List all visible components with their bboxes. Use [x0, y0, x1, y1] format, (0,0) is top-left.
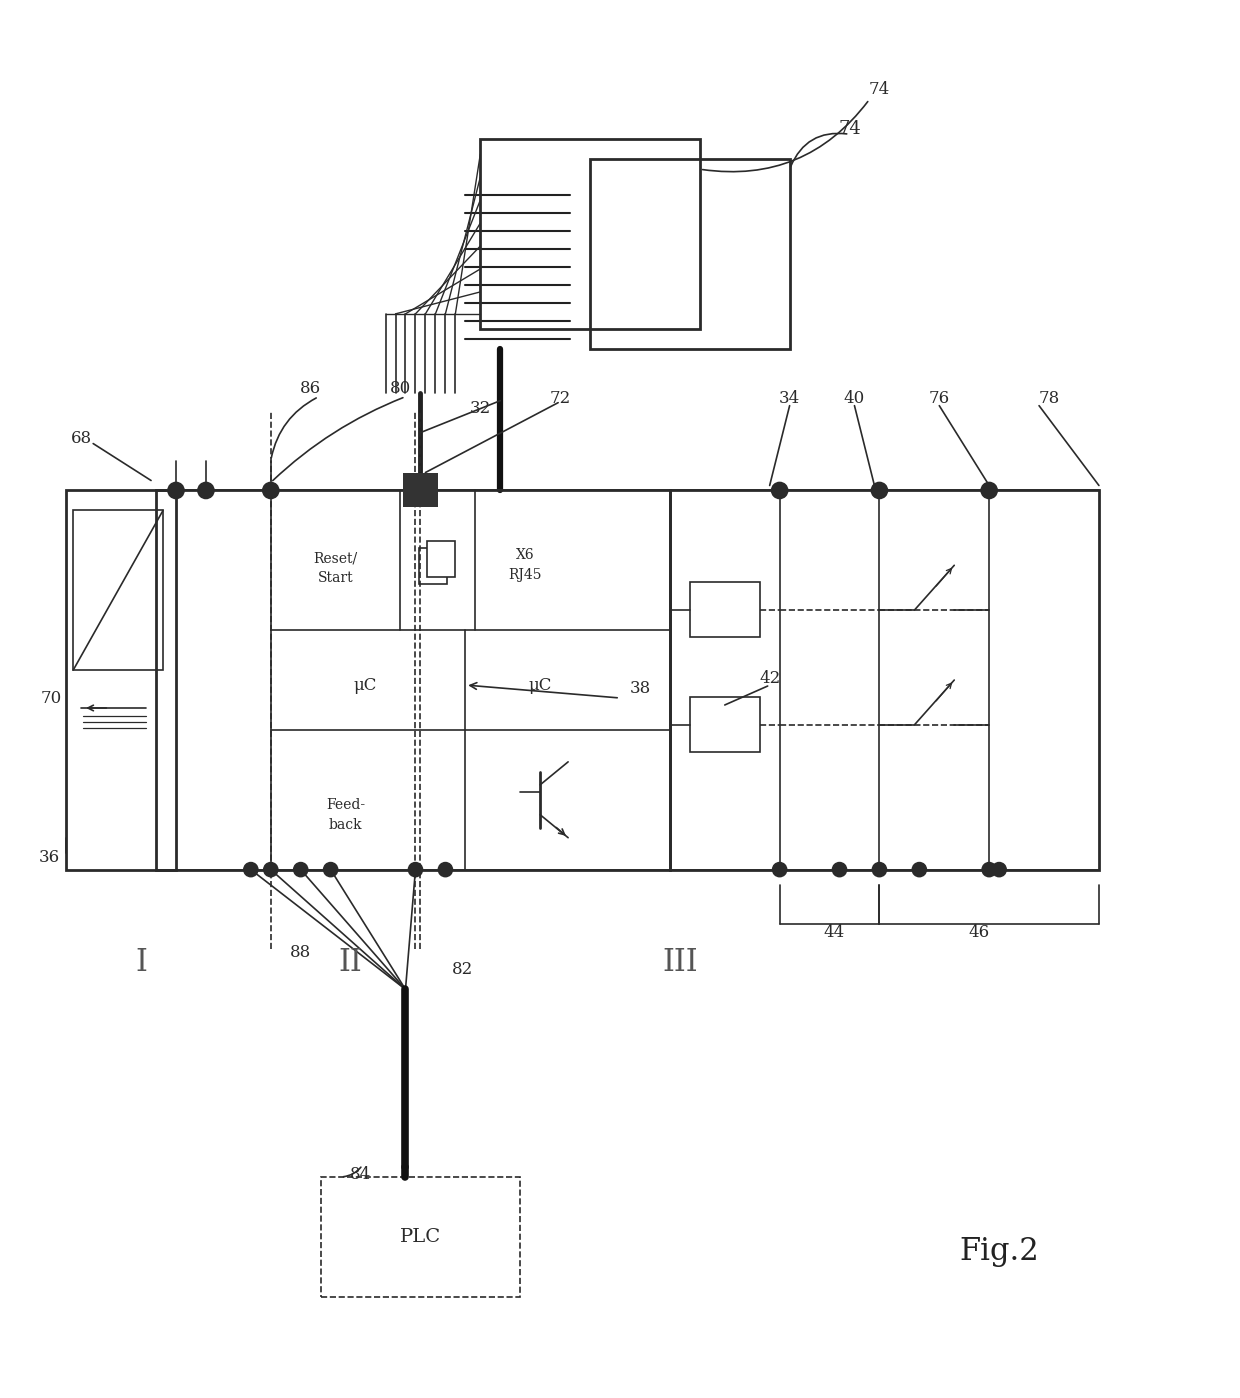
Text: Fig.2: Fig.2 — [960, 1236, 1039, 1267]
Text: 40: 40 — [844, 390, 866, 407]
Circle shape — [167, 482, 184, 499]
Circle shape — [773, 863, 786, 877]
Bar — [73, 510, 162, 670]
Circle shape — [982, 863, 996, 877]
Text: μC: μC — [353, 677, 377, 693]
Text: 38: 38 — [630, 679, 651, 696]
Text: 34: 34 — [779, 390, 800, 407]
Circle shape — [992, 863, 1006, 877]
Circle shape — [263, 482, 279, 499]
Text: I: I — [135, 946, 148, 979]
Text: 76: 76 — [929, 390, 950, 407]
Bar — [480, 140, 699, 329]
Text: Feed-: Feed- — [326, 798, 365, 812]
Text: 74: 74 — [838, 120, 861, 138]
Bar — [321, 1177, 521, 1297]
Text: 88: 88 — [290, 944, 311, 960]
Text: 74: 74 — [869, 81, 890, 98]
Circle shape — [771, 482, 787, 499]
Text: 82: 82 — [451, 960, 472, 977]
Text: 36: 36 — [38, 849, 60, 867]
Circle shape — [324, 863, 337, 877]
Bar — [419, 548, 448, 584]
Bar — [689, 698, 760, 752]
Text: 72: 72 — [549, 390, 570, 407]
Text: back: back — [329, 818, 362, 832]
Circle shape — [873, 863, 887, 877]
Circle shape — [294, 863, 308, 877]
Text: 84: 84 — [350, 1166, 371, 1184]
Bar — [156, 491, 670, 870]
Circle shape — [198, 482, 215, 499]
Text: Start: Start — [317, 572, 353, 586]
Circle shape — [408, 482, 423, 499]
Text: 46: 46 — [968, 924, 990, 941]
Text: II: II — [339, 946, 362, 979]
Text: III: III — [662, 946, 698, 979]
Text: 70: 70 — [41, 689, 62, 706]
Text: PLC: PLC — [399, 1227, 441, 1246]
Bar — [403, 473, 439, 507]
Text: 80: 80 — [389, 380, 412, 397]
Circle shape — [244, 863, 258, 877]
Circle shape — [832, 863, 847, 877]
Circle shape — [981, 482, 997, 499]
Circle shape — [408, 863, 423, 877]
Circle shape — [439, 863, 453, 877]
Text: 42: 42 — [759, 670, 780, 686]
Text: 78: 78 — [1038, 390, 1060, 407]
Text: 86: 86 — [300, 380, 321, 397]
Bar — [428, 541, 455, 577]
Text: 32: 32 — [470, 400, 491, 417]
Bar — [66, 491, 176, 870]
Text: X6: X6 — [516, 548, 534, 562]
Circle shape — [872, 482, 888, 499]
Circle shape — [264, 863, 278, 877]
Circle shape — [913, 863, 926, 877]
Text: Reset/: Reset/ — [314, 551, 357, 565]
Bar — [590, 159, 790, 348]
Text: 44: 44 — [823, 924, 846, 941]
Text: RJ45: RJ45 — [508, 568, 542, 583]
Text: μC: μC — [528, 677, 552, 693]
Bar — [689, 582, 760, 637]
Text: 68: 68 — [71, 431, 92, 447]
Bar — [670, 491, 1099, 870]
